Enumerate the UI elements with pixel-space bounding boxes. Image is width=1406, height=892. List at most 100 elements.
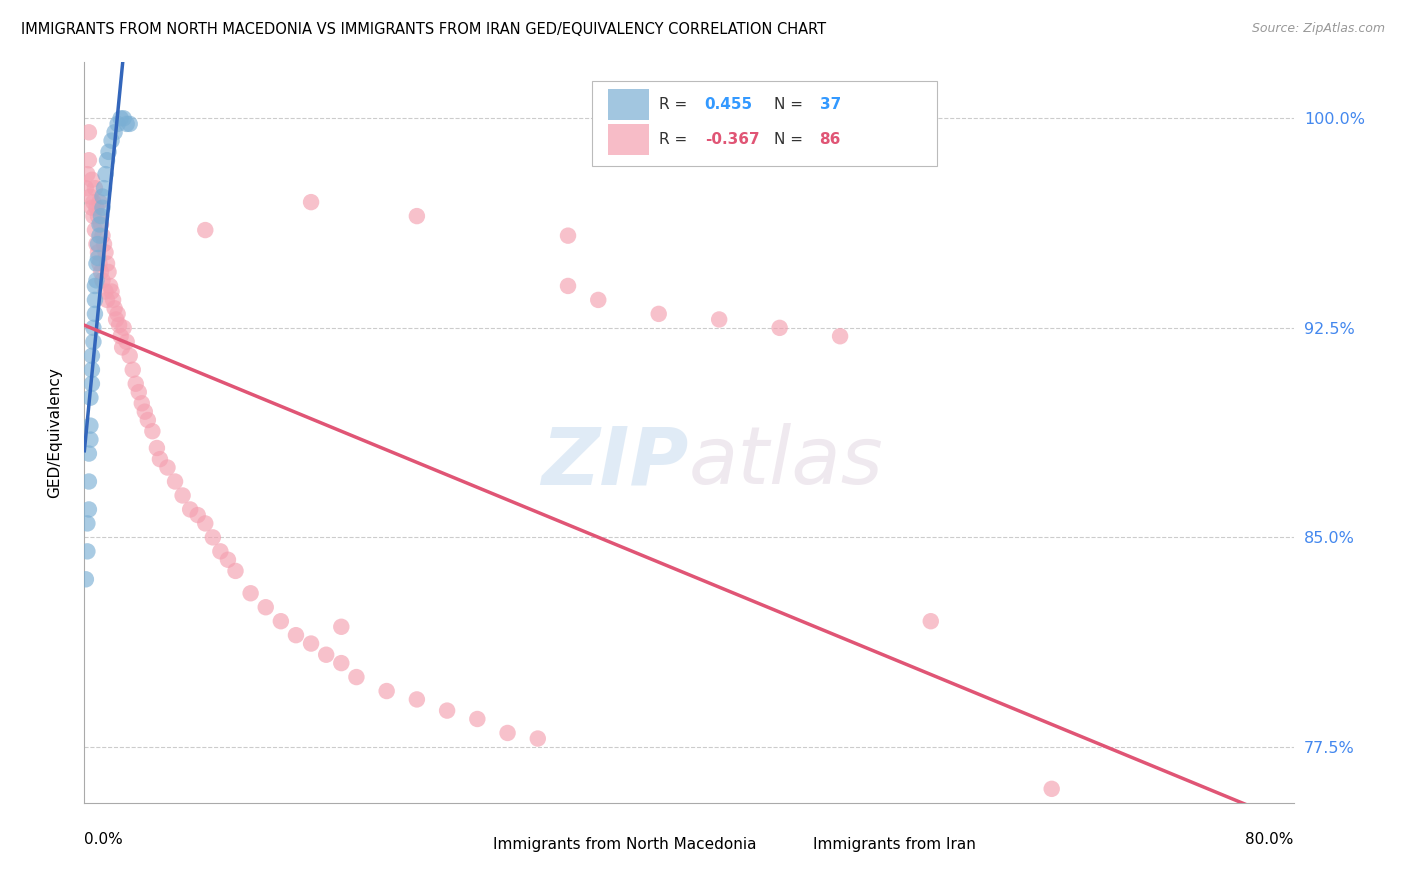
Point <box>87 237 110 252</box>
Point <box>146 441 169 455</box>
Point <box>315 648 337 662</box>
Point <box>1040 781 1063 796</box>
Point <box>86 257 108 271</box>
Text: Immigrants from North Macedonia: Immigrants from North Macedonia <box>494 837 756 852</box>
Point <box>77 446 100 460</box>
Point <box>107 117 129 131</box>
Point <box>89 228 111 243</box>
Point <box>97 145 120 159</box>
Point <box>96 257 118 271</box>
Point <box>270 614 292 628</box>
Point <box>112 112 135 126</box>
Text: N =: N = <box>773 97 807 112</box>
Point <box>91 228 114 243</box>
Point <box>90 209 112 223</box>
Point <box>79 189 101 203</box>
Point <box>79 391 101 405</box>
Point <box>588 293 610 307</box>
Text: IMMIGRANTS FROM NORTH MACEDONIA VS IMMIGRANTS FROM IRAN GED/EQUIVALENCY CORRELAT: IMMIGRANTS FROM NORTH MACEDONIA VS IMMIG… <box>21 22 827 37</box>
Point <box>131 396 153 410</box>
Point <box>80 363 103 377</box>
Point <box>87 209 110 223</box>
FancyBboxPatch shape <box>444 832 486 856</box>
Point <box>89 195 111 210</box>
Point <box>84 293 107 307</box>
Point <box>112 321 135 335</box>
Point <box>80 349 103 363</box>
Point <box>209 544 232 558</box>
Point <box>96 293 118 307</box>
Point <box>156 460 179 475</box>
Point <box>84 181 107 195</box>
Point <box>76 167 98 181</box>
Text: -0.367: -0.367 <box>704 132 759 147</box>
Point <box>89 218 111 232</box>
Point <box>100 134 122 148</box>
Text: Immigrants from Iran: Immigrants from Iran <box>814 837 976 852</box>
Point <box>97 265 120 279</box>
Point <box>82 321 104 335</box>
Point <box>128 385 150 400</box>
Point <box>496 726 519 740</box>
Point <box>75 572 97 586</box>
Point <box>920 614 942 628</box>
Point <box>77 125 100 139</box>
Point <box>77 502 100 516</box>
Point <box>91 201 114 215</box>
Point <box>80 376 103 391</box>
Point <box>110 329 132 343</box>
Point <box>125 376 148 391</box>
Point <box>121 363 143 377</box>
Point <box>239 586 262 600</box>
Point <box>91 189 114 203</box>
Point <box>406 692 429 706</box>
Point <box>187 508 209 522</box>
Point <box>110 112 132 126</box>
Point <box>201 530 224 544</box>
Text: R =: R = <box>659 132 692 147</box>
Point <box>93 237 115 252</box>
Point <box>101 293 124 307</box>
Point <box>467 712 489 726</box>
Point <box>104 125 127 139</box>
Point <box>93 181 115 195</box>
Point <box>330 656 353 670</box>
Text: Source: ZipAtlas.com: Source: ZipAtlas.com <box>1251 22 1385 36</box>
Point <box>436 704 458 718</box>
Point <box>254 600 277 615</box>
Text: atlas: atlas <box>689 423 884 501</box>
Point <box>86 201 108 215</box>
Point <box>118 117 141 131</box>
Point <box>299 636 322 650</box>
Point <box>105 312 128 326</box>
Point <box>89 257 111 271</box>
Text: GED/Equivalency: GED/Equivalency <box>46 368 62 498</box>
Point <box>91 273 114 287</box>
Point <box>136 413 159 427</box>
Point <box>769 321 792 335</box>
Point <box>94 245 117 260</box>
Point <box>149 452 172 467</box>
Point <box>87 245 110 260</box>
Point <box>87 251 110 265</box>
Text: 0.0%: 0.0% <box>84 832 124 847</box>
Point <box>165 475 187 489</box>
Point <box>76 544 98 558</box>
Point <box>107 307 129 321</box>
Point <box>406 209 429 223</box>
Point <box>77 475 100 489</box>
Point <box>134 405 156 419</box>
Point <box>108 318 131 332</box>
FancyBboxPatch shape <box>592 81 936 166</box>
Point <box>86 237 108 252</box>
Point <box>90 218 112 232</box>
Point <box>115 334 138 349</box>
Point <box>96 153 118 168</box>
Point <box>111 340 134 354</box>
Point <box>104 301 127 316</box>
Point <box>82 195 104 210</box>
Point <box>80 173 103 187</box>
Point <box>1056 823 1078 838</box>
Point <box>115 117 138 131</box>
Point <box>75 181 97 195</box>
